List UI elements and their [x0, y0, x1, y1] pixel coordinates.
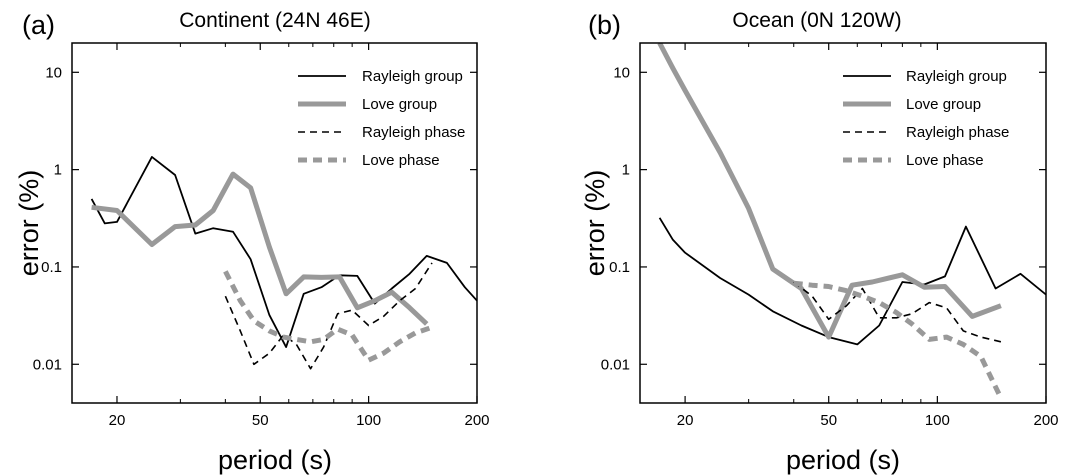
x-tick-label: 50	[820, 412, 837, 429]
panel-b-letter: (b)	[588, 10, 621, 40]
series-line-rayleigh-phase	[224, 262, 433, 370]
legend-label: Love phase	[362, 152, 440, 169]
panel-b-series	[657, 43, 1046, 400]
series-line-love-phase	[793, 280, 1004, 400]
panel-a-y-axis-label: error (%)	[14, 170, 44, 277]
panel-a: (a) Continent (24N 46E) error (%) period…	[14, 9, 490, 475]
y-tick-label: 0.01	[601, 356, 630, 373]
y-tick-label: 10	[613, 64, 630, 81]
legend-label: Love group	[362, 96, 437, 113]
series-line-love-group	[657, 43, 1002, 340]
panel-b: (b) Ocean (0N 120W) error (%) period (s)…	[580, 9, 1059, 475]
series-line-rayleigh-phase	[793, 281, 1002, 343]
x-tick-label: 100	[925, 412, 950, 429]
panel-a-title: Continent (24N 46E)	[179, 9, 370, 32]
y-tick-label: 1	[622, 162, 630, 179]
series-line-rayleigh-group	[90, 155, 477, 349]
panel-b-ticks: 20 50 100 200 0.01 0.1 1 10	[601, 43, 1059, 429]
legend-label: Rayleigh group	[906, 68, 1007, 85]
y-tick-label: 0.01	[33, 356, 62, 373]
x-tick-label: 20	[677, 412, 694, 429]
legend-label: Rayleigh phase	[362, 124, 465, 141]
series-line-rayleigh-group	[658, 217, 1046, 346]
series-line-love-group	[91, 171, 429, 326]
legend-label: Love phase	[906, 152, 984, 169]
panel-b-y-axis-label: error (%)	[580, 170, 610, 277]
y-tick-label: 1	[54, 162, 62, 179]
y-tick-label: 10	[45, 64, 62, 81]
y-tick-label: 0.1	[41, 259, 62, 276]
x-tick-label: 200	[464, 412, 489, 429]
panel-a-x-axis-label: period (s)	[218, 445, 332, 475]
legend-label: Love group	[906, 96, 981, 113]
panel-b-x-axis-label: period (s)	[786, 445, 900, 475]
panel-b-title: Ocean (0N 120W)	[732, 9, 901, 32]
panel-b-legend: Rayleigh group Love group Rayleigh phase Lo…	[843, 68, 1009, 169]
panel-a-letter: (a)	[22, 10, 55, 40]
panel-b-plot-frame	[639, 42, 1047, 404]
legend-label: Rayleigh group	[362, 68, 463, 85]
panel-a-legend: Rayleigh group Love group Rayleigh phase Lo…	[298, 68, 465, 169]
x-tick-label: 20	[109, 412, 126, 429]
panel-a-plot-frame	[71, 42, 478, 404]
x-tick-label: 100	[356, 412, 381, 429]
y-tick-label: 0.1	[609, 259, 630, 276]
x-tick-label: 50	[252, 412, 269, 429]
panel-a-series	[90, 155, 477, 370]
legend-label: Rayleigh phase	[906, 124, 1009, 141]
series-line-love-phase	[223, 270, 433, 363]
x-tick-label: 200	[1033, 412, 1058, 429]
